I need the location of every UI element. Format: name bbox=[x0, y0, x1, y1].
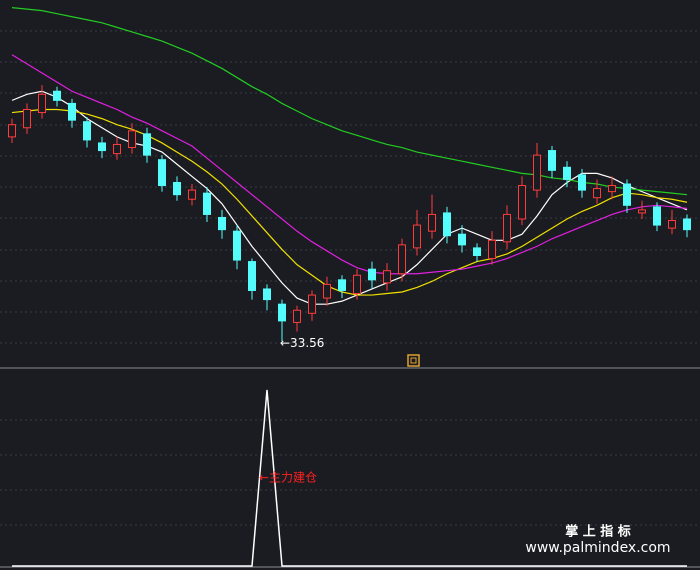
candle-body bbox=[533, 154, 541, 191]
candle-body bbox=[353, 274, 361, 295]
candle-body bbox=[428, 213, 436, 232]
candle-body bbox=[563, 166, 571, 180]
candle-body bbox=[233, 230, 241, 261]
candle-body bbox=[323, 283, 331, 299]
candle-body bbox=[23, 109, 31, 129]
candle-body bbox=[593, 188, 601, 199]
candle-body bbox=[278, 303, 286, 322]
candle-body bbox=[518, 185, 526, 220]
moving-average-line bbox=[11, 54, 688, 275]
candle-body bbox=[68, 102, 76, 121]
candle-body bbox=[173, 182, 181, 196]
candle-body bbox=[83, 121, 91, 141]
moving-average-line bbox=[11, 7, 688, 196]
candle-body bbox=[488, 239, 496, 260]
low-annotation: ←33.56 bbox=[280, 336, 324, 350]
panel-icon-frame[interactable] bbox=[407, 354, 420, 367]
candle-body bbox=[128, 130, 136, 149]
candle-body bbox=[53, 90, 61, 101]
panel-icon[interactable] bbox=[407, 354, 420, 367]
candle-body bbox=[608, 185, 616, 193]
candle-body bbox=[473, 247, 481, 256]
candle-body bbox=[98, 142, 106, 152]
candle-body bbox=[203, 192, 211, 215]
candle-body bbox=[653, 206, 661, 226]
candle-body bbox=[383, 270, 391, 284]
candle-body bbox=[293, 309, 301, 323]
candle-body bbox=[143, 133, 151, 156]
moving-average-line bbox=[11, 90, 688, 305]
indicator-label: ←主力建仓 bbox=[259, 471, 317, 485]
moving-average-line bbox=[11, 108, 688, 296]
candle-body bbox=[503, 213, 511, 243]
watermark-title: 掌 上 指 标 bbox=[565, 524, 631, 540]
candle-body bbox=[368, 268, 376, 281]
candle-body bbox=[263, 288, 271, 301]
candle-body bbox=[413, 224, 421, 249]
candle-body bbox=[188, 189, 196, 200]
candle-body bbox=[113, 143, 121, 155]
watermark-url: www.palmindex.com bbox=[525, 540, 670, 556]
candle-body bbox=[398, 244, 406, 275]
panel-icon-inner[interactable] bbox=[410, 357, 417, 364]
candle-body bbox=[638, 209, 646, 214]
candle-body bbox=[458, 233, 466, 246]
candle-body bbox=[248, 261, 256, 291]
candle-body bbox=[308, 294, 316, 314]
candle-body bbox=[218, 216, 226, 231]
candle-body bbox=[578, 174, 586, 191]
candle-body bbox=[548, 150, 556, 171]
candle-body bbox=[38, 93, 46, 114]
candle-body bbox=[623, 183, 631, 206]
candle-body bbox=[338, 279, 346, 291]
candle-body bbox=[158, 159, 166, 187]
candle-body bbox=[683, 218, 691, 231]
candle-body bbox=[8, 124, 16, 138]
candle-body bbox=[668, 220, 676, 229]
indicator-line bbox=[12, 389, 687, 567]
candle-body bbox=[443, 212, 451, 237]
